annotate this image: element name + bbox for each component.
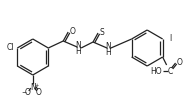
Text: O: O xyxy=(25,87,31,96)
Text: −: − xyxy=(21,89,27,94)
Text: H: H xyxy=(105,48,111,56)
Text: O: O xyxy=(36,87,42,96)
Text: Cl: Cl xyxy=(7,43,14,52)
Text: N: N xyxy=(105,42,111,51)
Text: S: S xyxy=(100,28,104,37)
Text: C: C xyxy=(168,66,173,75)
Text: I: I xyxy=(169,34,172,43)
Text: O: O xyxy=(177,57,182,66)
Text: N: N xyxy=(75,41,81,50)
Text: O: O xyxy=(69,27,75,36)
Text: H: H xyxy=(75,47,81,56)
Text: +: + xyxy=(34,82,38,87)
Text: N: N xyxy=(30,82,36,91)
Text: HO: HO xyxy=(150,66,162,75)
